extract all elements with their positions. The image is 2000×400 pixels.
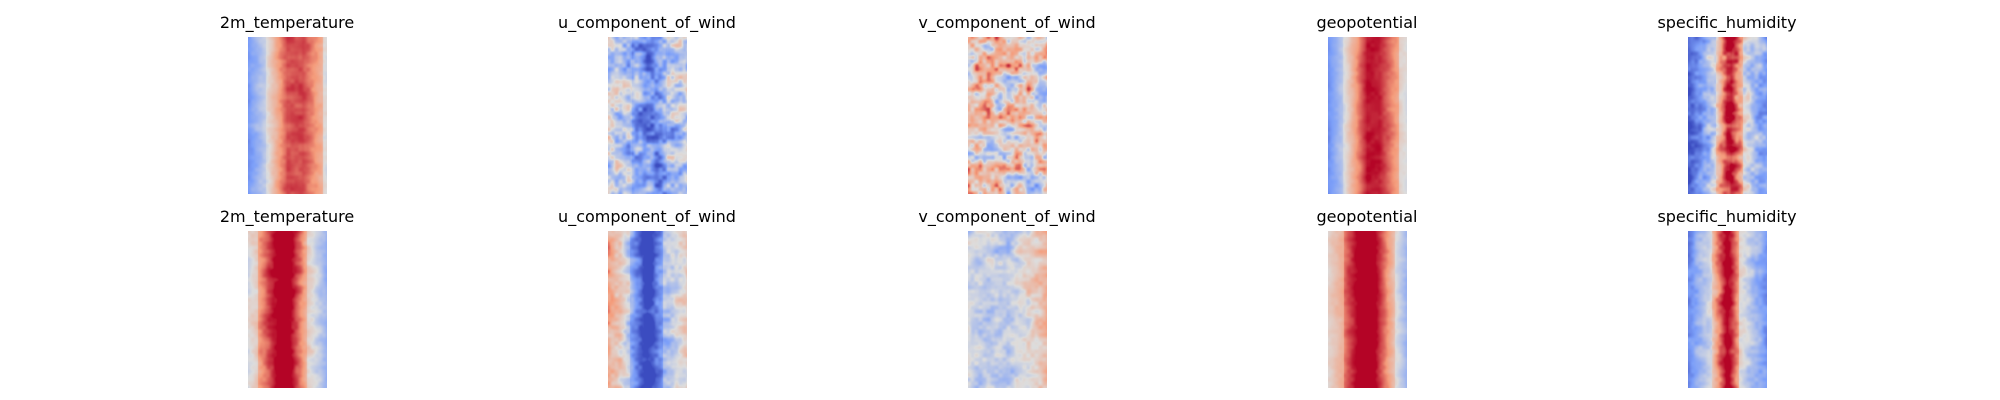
heatmap-v-wind-row1 (968, 37, 1047, 194)
heatmap-specific-humidity-row1 (1688, 37, 1767, 194)
heatmap-geopotential-row1 (1328, 37, 1407, 194)
panel-title-2m-temperature-row1: 2m_temperature (219, 13, 355, 32)
panel-title-specific-humidity-row1: specific_humidity (1657, 13, 1797, 32)
heatmap-v-wind-row2 (968, 231, 1047, 388)
heatmap-2m-temperature-row2 (248, 231, 327, 388)
panel-title-specific-humidity-row2: specific_humidity (1657, 207, 1797, 226)
panel-title-2m-temperature-row2: 2m_temperature (219, 207, 355, 226)
panel-title-u-wind-row1: u_component_of_wind (558, 13, 736, 32)
heatmap-geopotential-row2 (1328, 231, 1407, 388)
heatmap-u-wind-row1 (608, 37, 687, 194)
heatmap-2m-temperature-row1 (248, 37, 327, 194)
heatmap-specific-humidity-row2 (1688, 231, 1767, 388)
panel-title-geopotential-row2: geopotential (1316, 207, 1418, 226)
panel-title-geopotential-row1: geopotential (1316, 13, 1418, 32)
heatmap-u-wind-row2 (608, 231, 687, 388)
panel-title-v-wind-row1: v_component_of_wind (918, 13, 1096, 32)
panel-title-v-wind-row2: v_component_of_wind (918, 207, 1096, 226)
panel-title-u-wind-row2: u_component_of_wind (558, 207, 736, 226)
